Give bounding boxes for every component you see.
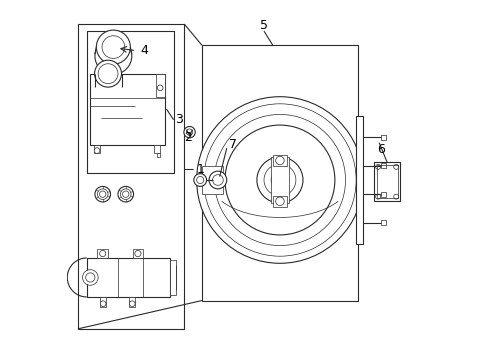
Text: 6: 6 <box>376 143 384 156</box>
Circle shape <box>82 270 98 285</box>
Text: 2: 2 <box>183 131 191 144</box>
Circle shape <box>118 186 133 202</box>
Circle shape <box>209 171 226 189</box>
Bar <box>272 155 286 166</box>
Circle shape <box>100 301 106 306</box>
Circle shape <box>129 301 135 306</box>
Circle shape <box>256 157 303 203</box>
Bar <box>272 196 286 207</box>
Bar <box>97 249 108 258</box>
Circle shape <box>196 97 363 263</box>
Bar <box>129 297 135 307</box>
Bar <box>90 74 164 145</box>
Bar <box>154 145 160 153</box>
Text: 3: 3 <box>175 113 183 126</box>
Bar <box>157 153 160 157</box>
Bar <box>373 162 400 201</box>
Bar <box>380 220 385 225</box>
Bar <box>380 163 385 168</box>
Circle shape <box>96 30 130 64</box>
Bar <box>94 145 100 153</box>
Bar <box>270 157 288 203</box>
Bar <box>202 45 357 301</box>
Bar <box>86 258 170 297</box>
Bar <box>132 249 143 258</box>
Text: 7: 7 <box>228 138 236 151</box>
Bar <box>156 74 164 97</box>
Circle shape <box>94 148 100 153</box>
Bar <box>100 297 106 307</box>
Bar <box>355 116 363 244</box>
Bar <box>170 260 176 295</box>
Circle shape <box>157 85 163 91</box>
Circle shape <box>95 37 132 75</box>
Bar <box>86 31 173 173</box>
Bar <box>380 192 385 197</box>
Text: 4: 4 <box>140 44 147 57</box>
Circle shape <box>193 174 206 186</box>
Bar <box>78 24 184 329</box>
Text: 1: 1 <box>196 163 204 176</box>
Circle shape <box>94 60 121 87</box>
Text: 5: 5 <box>260 19 267 32</box>
Bar <box>376 165 397 198</box>
Circle shape <box>95 186 110 202</box>
Bar <box>202 166 223 194</box>
Bar <box>380 135 385 140</box>
Circle shape <box>224 125 334 235</box>
Circle shape <box>183 126 195 138</box>
